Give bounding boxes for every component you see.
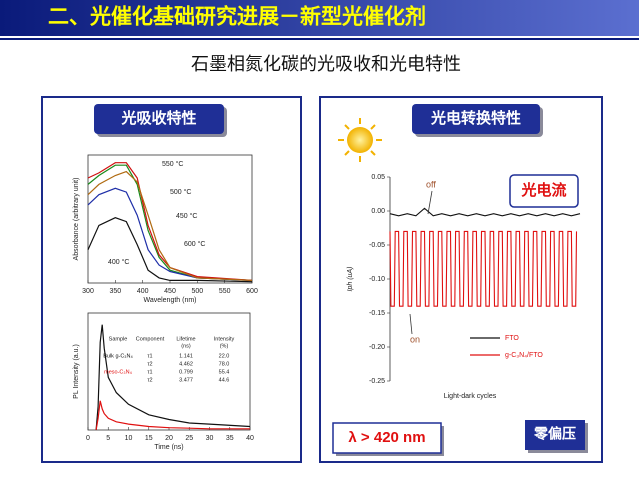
annotation-arrow [427,190,433,215]
x-tick-label: 30 [206,435,214,442]
series-line [95,400,250,431]
table-header: Sample [109,336,128,342]
y-tick-label: -0.25 [369,378,385,385]
y-tick-label: -0.15 [369,310,385,317]
bias: 零偏压 [533,426,576,442]
x-axis-label: Wavelength (nm) [143,297,196,304]
annotation-arrow [409,313,413,335]
table-header: Component [136,336,165,342]
series-label: 400 °C [108,258,129,266]
component: τ2 [147,377,152,383]
table-unit: (%) [220,343,229,349]
x-tick-label: 0 [86,435,90,442]
x-axis-label: Time (ns) [154,444,183,451]
bias-box [525,420,585,450]
x-tick-label: 15 [145,435,153,442]
x-tick-label: 40 [246,435,254,442]
series-line [95,324,251,431]
wavelength-box [332,422,442,454]
table-header: Lifetime [176,336,195,342]
sun-icon [338,118,382,162]
series-line [389,230,578,307]
series-label: 450 °C [176,212,197,220]
left-panel [41,96,302,463]
y-axis-label: PL Intensity (a.u.) [73,344,80,399]
y-tick-label: 0.00 [371,208,385,215]
wavelength: λ > 420 nm [348,429,425,446]
y-axis-label: Iph (uA) [347,267,354,292]
x-tick-label: 35 [226,435,234,442]
intensity: 55.4 [219,369,230,375]
lifetime: 4.462 [179,361,193,367]
series-line [87,170,253,281]
subtitle: 石墨相氮化碳的光吸收和光电特性 [191,54,461,74]
y-tick-label: -0.20 [369,344,385,351]
legend-label: g-C₃N₄/FTO [505,352,543,359]
series-label: 500 °C [170,188,191,196]
component: τ1 [147,369,152,375]
x-tick-label: 550 [219,288,231,295]
series-line [87,162,253,281]
tag-box [509,174,579,208]
annotation: off [426,179,436,189]
table-header: Intensity [214,336,235,342]
x-tick-label: 20 [165,435,173,442]
label-box [94,104,224,134]
x-tick-label: 25 [185,435,193,442]
intensity: 22.0 [219,353,230,359]
table-unit: (ns) [181,343,191,349]
x-tick-label: 300 [82,288,94,295]
lifetime: 0.799 [179,369,193,375]
x-tick-label: 10 [125,435,133,442]
x-tick-label: 5 [106,435,110,442]
intensity: 78.0 [219,361,230,367]
y-axis-label: Absorbance (arbitrary unit) [73,178,80,261]
y-tick-label: 0.05 [371,174,385,181]
lifetime: 1.141 [179,353,193,359]
component: τ2 [147,361,152,367]
x-tick-label: 350 [109,288,121,295]
x-tick-label: 450 [164,288,176,295]
x-axis-label: Light-dark cycles [444,393,497,400]
sample-name: meso-C₃N₄ [104,369,132,375]
y-tick-label: -0.05 [369,242,385,249]
header-bar [0,0,639,36]
label-box [412,104,540,134]
x-tick-label: 500 [191,288,203,295]
series-line [87,217,253,283]
x-tick-label: 400 [137,288,149,295]
lifetime: 3.477 [179,377,193,383]
series-label: 600 °C [184,240,205,248]
panel-label: 光吸收特性 [120,109,196,127]
component: τ1 [147,353,152,359]
legend-label: FTO [505,335,519,342]
series-line [87,187,253,281]
series-label: 550 °C [162,160,183,168]
slide-title: 二、光催化基础研究进展－新型光催化剂 [48,5,426,29]
y-tick-label: -0.10 [369,276,385,283]
x-tick-label: 600 [246,288,258,295]
panel-label: 光电转换特性 [430,109,521,127]
tag: 光电流 [520,181,566,199]
series-line [389,207,581,217]
sample-name: Bulk g-C₃N₄ [103,353,133,359]
series-line [87,164,253,281]
annotation: on [410,334,420,344]
intensity: 44.6 [219,377,230,383]
